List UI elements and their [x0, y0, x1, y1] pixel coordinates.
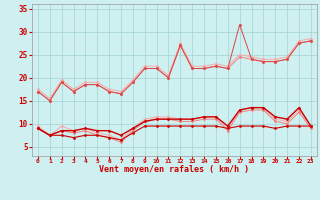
X-axis label: Vent moyen/en rafales ( km/h ): Vent moyen/en rafales ( km/h ): [100, 165, 249, 174]
